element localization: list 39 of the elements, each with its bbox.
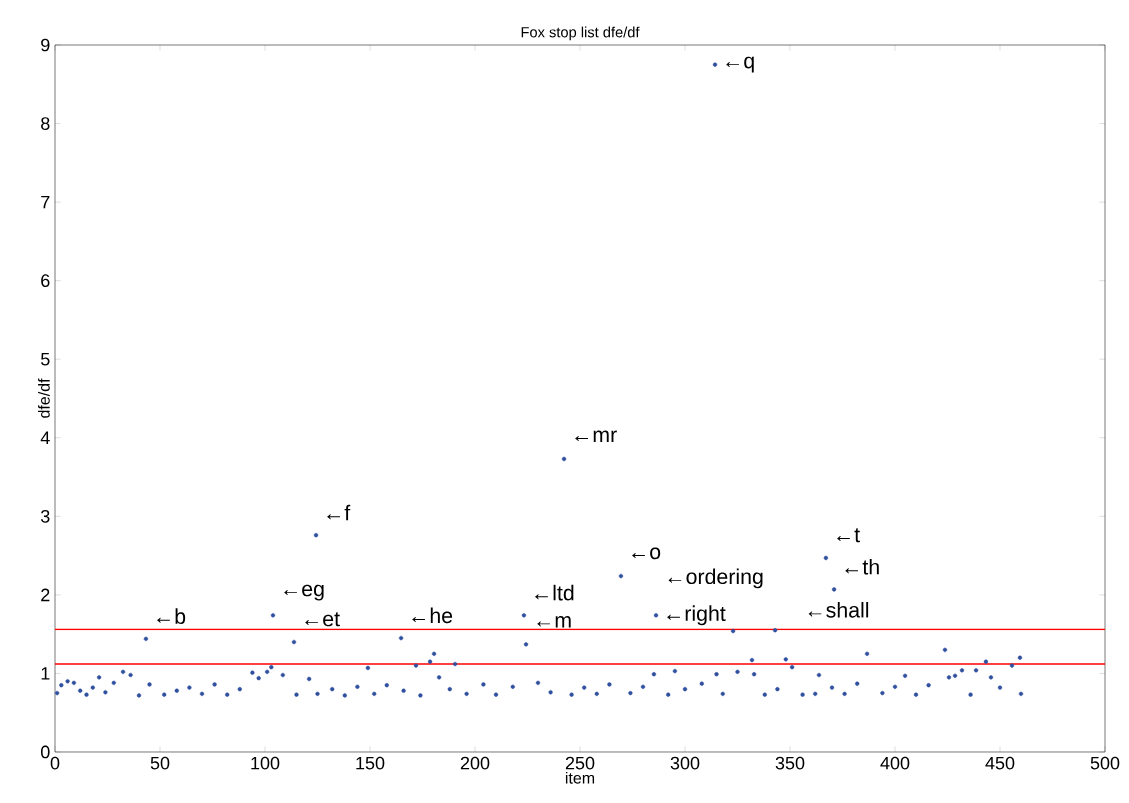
x-tick-label: 100 <box>251 756 280 770</box>
annotation: ←b <box>157 608 186 625</box>
x-tick-label: 200 <box>460 756 490 770</box>
annotation: ←et <box>305 612 340 627</box>
y-axis-title: dfe/df <box>38 378 50 418</box>
annotation: ←th <box>845 558 879 575</box>
x-tick-label: 0 <box>50 756 60 770</box>
y-tick-label: 4 <box>40 431 50 444</box>
y-tick-label: 0 <box>41 745 50 759</box>
annotation: ←o <box>632 547 661 560</box>
y-tick-label: 5 <box>41 352 50 366</box>
annotation: ←ordering <box>668 568 763 589</box>
x-tick-label: 500 <box>1090 756 1120 770</box>
y-tick-label: 7 <box>41 195 50 209</box>
chart-title: Fox stop list dfe/df <box>521 26 640 41</box>
x-tick-label: 450 <box>985 756 1015 770</box>
x-tick-label: 50 <box>150 756 170 770</box>
annotation: ←right <box>667 605 726 626</box>
y-tick-label: 1 <box>41 667 50 680</box>
annotation: ←he <box>412 607 453 624</box>
annotation: ←q <box>726 56 754 73</box>
annotation: ←ltd <box>535 584 574 601</box>
annotation: ←m <box>537 615 571 628</box>
annotation: ←mr <box>575 430 617 443</box>
x-axis-title: item <box>565 771 595 784</box>
annotation: ←t <box>837 528 860 543</box>
y-tick-label: 8 <box>41 117 50 130</box>
y-tick-label: 9 <box>41 38 50 52</box>
x-tick-label: 300 <box>670 756 700 770</box>
y-tick-label: 3 <box>40 509 50 523</box>
y-tick-label: 2 <box>41 588 50 602</box>
x-tick-label: 250 <box>565 756 595 770</box>
annotation: ←eg <box>284 584 324 601</box>
annotation: ←f <box>327 504 351 521</box>
x-tick-label: 150 <box>356 756 385 770</box>
x-tick-label: 350 <box>775 756 805 770</box>
annotation: ←shall <box>808 601 869 618</box>
y-tick-label: 6 <box>41 274 50 288</box>
x-tick-label: 400 <box>880 756 910 770</box>
